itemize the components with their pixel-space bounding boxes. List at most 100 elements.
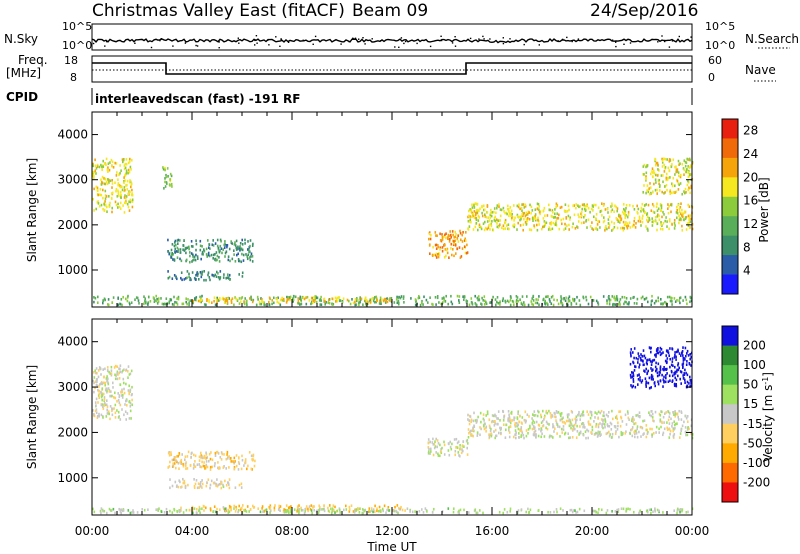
echo-cell bbox=[583, 215, 585, 219]
echo-cell bbox=[668, 219, 671, 223]
echo-cell bbox=[441, 233, 443, 236]
echo-cell bbox=[200, 454, 203, 457]
echo-cell bbox=[568, 413, 570, 416]
echo-cell bbox=[429, 237, 432, 241]
echo-cell bbox=[396, 504, 399, 507]
echo-cell bbox=[635, 356, 638, 360]
echo-cell bbox=[569, 508, 572, 512]
echo-cell bbox=[209, 247, 211, 250]
echo-cell bbox=[668, 295, 671, 299]
echo-cell bbox=[657, 348, 659, 352]
echo-cell bbox=[227, 508, 230, 512]
echo-cell bbox=[358, 301, 360, 305]
echo-cell bbox=[634, 435, 636, 439]
echo-cell bbox=[488, 433, 490, 436]
echo-cell bbox=[120, 298, 123, 301]
echo-cell bbox=[604, 420, 607, 423]
echo-cell bbox=[603, 216, 605, 219]
echo-cell bbox=[371, 296, 374, 300]
echo-cell bbox=[262, 510, 264, 513]
echo-cell bbox=[441, 446, 443, 450]
echo-cell bbox=[332, 509, 334, 512]
echo-cell bbox=[533, 410, 536, 413]
echo-cell bbox=[688, 157, 691, 161]
echo-cell bbox=[179, 461, 182, 464]
echo-cell bbox=[311, 511, 313, 515]
echo-cell bbox=[647, 190, 650, 194]
echo-cell bbox=[689, 164, 692, 167]
echo-cell bbox=[684, 191, 686, 195]
echo-cell bbox=[543, 220, 546, 223]
echo-cell bbox=[523, 436, 525, 440]
echo-cell bbox=[538, 223, 540, 226]
echo-cell bbox=[560, 412, 563, 415]
echo-cell bbox=[186, 276, 188, 280]
echo-cell bbox=[506, 299, 509, 303]
echo-cell bbox=[488, 424, 491, 428]
echo-cell bbox=[672, 364, 674, 367]
echo-cell bbox=[508, 426, 510, 429]
echo-cell bbox=[168, 300, 171, 304]
echo-cell bbox=[241, 271, 244, 275]
echo-cell bbox=[645, 509, 648, 513]
echo-cell bbox=[556, 423, 559, 426]
echo-cell bbox=[688, 174, 691, 178]
echo-cell bbox=[124, 174, 126, 178]
echo-cell bbox=[463, 245, 466, 248]
echo-cell bbox=[682, 167, 685, 170]
echo-cell bbox=[509, 419, 512, 422]
echo-cell bbox=[483, 208, 486, 212]
echo-cell bbox=[167, 250, 169, 253]
echo-cell bbox=[499, 426, 501, 430]
echo-cell bbox=[236, 247, 238, 251]
echo-cell bbox=[199, 248, 202, 252]
echo-cell bbox=[439, 450, 442, 454]
echo-cell bbox=[157, 297, 160, 300]
echo-cell bbox=[606, 207, 609, 211]
echo-cell bbox=[617, 508, 620, 511]
echo-cell bbox=[542, 409, 544, 413]
echo-cell bbox=[123, 176, 125, 179]
echo-cell bbox=[454, 235, 457, 239]
echo-cell bbox=[647, 300, 649, 304]
echo-cell bbox=[481, 214, 484, 218]
echo-cell bbox=[500, 431, 502, 435]
echo-cell bbox=[504, 301, 507, 304]
echo-cell bbox=[572, 297, 574, 301]
echo-cell bbox=[654, 507, 656, 510]
echo-cell bbox=[508, 300, 510, 304]
echo-cell bbox=[568, 223, 570, 227]
nave-tick-top: 60 bbox=[708, 54, 722, 67]
echo-cell bbox=[671, 347, 673, 350]
echo-cell bbox=[495, 211, 497, 215]
echo-cell bbox=[293, 295, 295, 298]
echo-cell bbox=[630, 384, 632, 387]
echo-cell bbox=[478, 298, 480, 301]
echo-cell bbox=[181, 278, 183, 282]
echo-cell bbox=[686, 302, 688, 306]
echo-cell bbox=[635, 429, 637, 433]
echo-cell bbox=[117, 416, 120, 419]
echo-cell bbox=[117, 206, 119, 209]
echo-cell bbox=[459, 447, 461, 450]
noise-search-point bbox=[489, 38, 491, 40]
echo-cell bbox=[168, 275, 171, 279]
echo-cell bbox=[170, 451, 172, 454]
echo-cell bbox=[114, 373, 116, 377]
echo-cell bbox=[476, 511, 479, 515]
echo-cell bbox=[389, 297, 391, 300]
echo-cell bbox=[562, 416, 564, 420]
colorbar-segment bbox=[722, 196, 738, 217]
echo-cell bbox=[556, 298, 558, 302]
echo-cell bbox=[434, 231, 437, 234]
echo-cell bbox=[612, 227, 615, 231]
echo-cell bbox=[392, 509, 395, 512]
echo-cell bbox=[685, 170, 687, 174]
echo-cell bbox=[666, 357, 669, 360]
echo-cell bbox=[156, 297, 158, 301]
echo-cell bbox=[664, 219, 666, 223]
echo-cell bbox=[678, 183, 680, 187]
echo-cell bbox=[549, 300, 551, 303]
echo-cell bbox=[193, 478, 195, 481]
